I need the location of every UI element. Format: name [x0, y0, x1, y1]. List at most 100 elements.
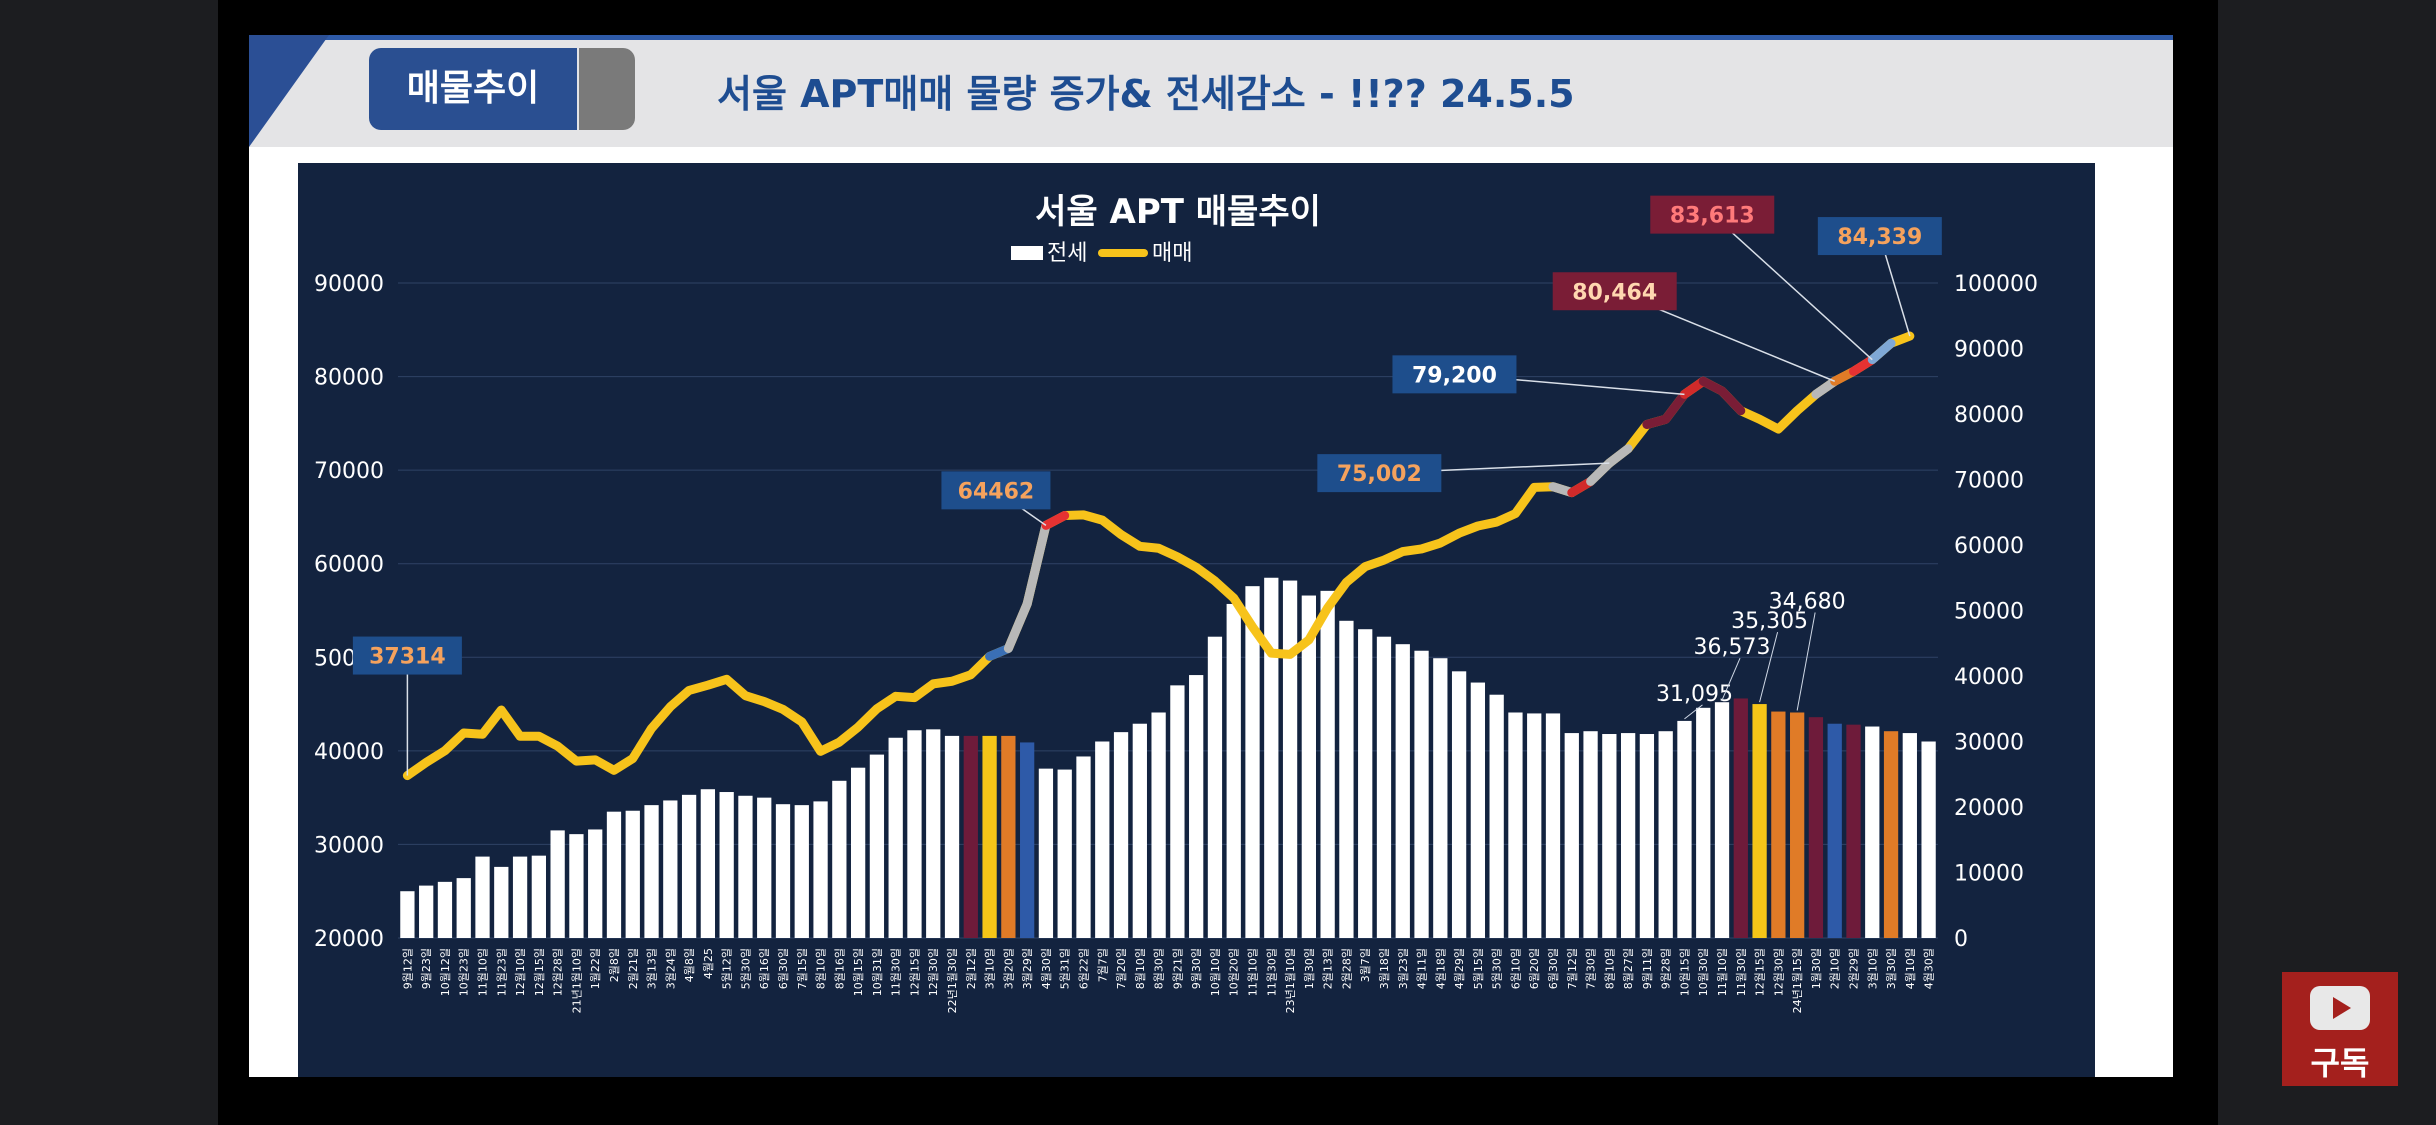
bar-jeonse — [475, 856, 490, 938]
bar-jeonse — [1677, 720, 1692, 938]
bar-jeonse — [1714, 702, 1730, 938]
x-tick-label: 2월12일 — [964, 948, 978, 989]
bar-jeonse — [494, 866, 509, 938]
bar-jeonse — [1902, 733, 1917, 938]
callout-box — [1552, 272, 1677, 311]
bar-jeonse — [794, 805, 809, 938]
bar-jeonse — [419, 885, 434, 938]
x-tick-label: 2월29일 — [1846, 948, 1860, 989]
callout-label: 80,464 — [1572, 280, 1657, 305]
section-tag: 매물추이 — [369, 48, 577, 130]
x-tick-label: 1월22일 — [588, 948, 602, 989]
bar-jeonse — [1001, 735, 1016, 938]
x-tick-label: 11월23일 — [494, 948, 508, 996]
bar-jeonse — [1395, 644, 1410, 938]
bar-jeonse — [1658, 731, 1673, 938]
x-tick-label: 11월30일 — [1264, 948, 1278, 996]
chart-title: 서울 APT 매물추이 — [1035, 192, 1321, 232]
x-tick-label: 7월30일 — [1584, 948, 1598, 989]
bar-jeonse — [1451, 671, 1467, 938]
left-tick-label: 60000 — [314, 553, 384, 578]
x-tick-label: 4월8일 — [682, 948, 696, 982]
x-tick-label: 12월15일 — [532, 948, 546, 996]
x-tick-label: 3월29일 — [1020, 948, 1034, 989]
bar-jeonse — [1527, 713, 1542, 938]
slide-title: 서울 APT매매 물량 증가& 전세감소 - !!?? 24.5.5 — [717, 72, 1575, 116]
callout-label: 84,339 — [1837, 225, 1922, 250]
leader-line — [1759, 631, 1779, 703]
right-tick-label: 10000 — [1954, 862, 2024, 887]
x-tick-label: 5월12일 — [720, 948, 734, 989]
right-tick-label: 30000 — [1954, 731, 2024, 756]
x-tick-label: 11월10일 — [1246, 948, 1260, 996]
bar-jeonse — [437, 881, 453, 938]
bar-jeonse — [1282, 580, 1298, 938]
right-tick-label: 80000 — [1954, 403, 2024, 428]
x-tick-label: 7월20일 — [1114, 948, 1128, 989]
x-tick-label: 8월27일 — [1621, 948, 1635, 989]
bar-jeonse — [550, 830, 565, 938]
bar-jeonse — [1414, 650, 1429, 938]
x-tick-label: 11월10일 — [1715, 948, 1729, 996]
bar-jeonse — [531, 855, 546, 938]
legend-label-jeonse: 전세 — [1047, 241, 1087, 266]
callout-label: 83,613 — [1670, 204, 1755, 229]
x-tick-label: 4월30일 — [1039, 948, 1053, 989]
callout-label: 79,200 — [1412, 363, 1497, 388]
callout-box — [1317, 454, 1442, 493]
x-tick-label: 6월30일 — [776, 948, 790, 989]
bar-jeonse — [926, 729, 941, 938]
x-tick-label: 3월18일 — [1377, 948, 1391, 989]
bar-jeonse — [1508, 712, 1523, 938]
bar-jeonse — [1245, 586, 1260, 938]
bar-jeonse — [1170, 685, 1185, 938]
bar-jeonse — [1733, 698, 1748, 938]
bar-jeonse — [1113, 732, 1129, 938]
x-tick-label: 9월23일 — [419, 948, 433, 989]
x-tick-label: 2월21일 — [626, 948, 640, 989]
line-segment-highlight — [1003, 599, 1032, 653]
callout-label: 37314 — [369, 645, 446, 670]
bar-jeonse — [1545, 713, 1561, 938]
right-axis-ticks: 0 10000 20000 30000 40000 50000 60000 70000 8000… — [1954, 272, 2038, 952]
bar-jeonse — [1339, 620, 1354, 938]
x-tick-label: 11월30일 — [889, 948, 903, 996]
bar-jeonse — [1433, 658, 1448, 938]
x-tick-label: 5월30일 — [1490, 948, 1504, 989]
callout-box — [941, 471, 1051, 510]
callout-box — [352, 636, 462, 675]
x-tick-label: 10월20일 — [1227, 948, 1241, 996]
bar-jeonse — [775, 804, 791, 938]
bar-jeonse — [719, 792, 734, 938]
bar-jeonse — [1376, 636, 1392, 938]
subscribe-button[interactable]: 구독 — [2282, 972, 2398, 1086]
x-tick-label: 9월11일 — [1640, 948, 1654, 989]
callout-label: 64462 — [958, 479, 1035, 504]
x-tick-label: 6월16일 — [757, 948, 771, 989]
bar-data-label: 36,573 — [1694, 635, 1771, 660]
x-tick-label: 3월23일 — [1396, 948, 1410, 989]
x-tick-label: 4월10일 — [1903, 948, 1917, 989]
leader-line — [1684, 704, 1703, 720]
legend-swatch-jeonse — [1011, 246, 1043, 260]
bar-jeonse — [1226, 603, 1241, 938]
bar-jeonse — [1883, 731, 1899, 938]
left-tick-label: 80000 — [314, 366, 384, 391]
left-tick-label: 40000 — [314, 740, 384, 765]
bar-jeonse — [1564, 733, 1579, 938]
x-tick-label: 6월10일 — [1508, 948, 1522, 989]
legend-label-maemae: 매매 — [1152, 241, 1192, 266]
x-tick-label: 8월10일 — [814, 948, 828, 989]
callout-label: 75,002 — [1337, 462, 1422, 487]
bar-jeonse — [982, 735, 997, 938]
x-tick-label: 5월15일 — [1471, 948, 1485, 989]
x-tick-label: 21년1월10일 — [569, 948, 583, 1013]
bar-jeonse — [1020, 742, 1035, 938]
x-tick-label: 9월12일 — [400, 948, 414, 989]
x-tick-label: 3월30일 — [1884, 948, 1898, 989]
chart-panel: 20000 30000 40000 50000 60000 70000 80000 90000… — [298, 163, 2095, 1077]
video-letterbox-left — [0, 0, 218, 1125]
x-tick-label: 3월13일 — [645, 948, 659, 989]
